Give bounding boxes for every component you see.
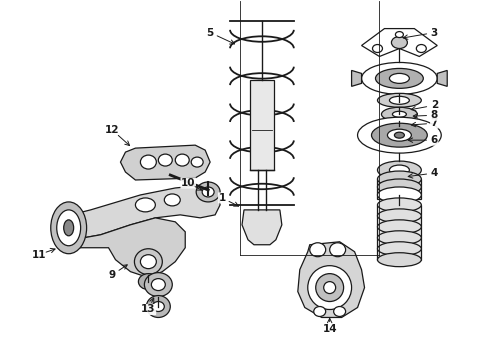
Ellipse shape bbox=[316, 274, 343, 302]
Ellipse shape bbox=[377, 231, 421, 245]
Ellipse shape bbox=[141, 155, 156, 169]
Text: 8: 8 bbox=[431, 110, 438, 120]
Ellipse shape bbox=[394, 132, 404, 138]
Ellipse shape bbox=[358, 117, 441, 153]
Ellipse shape bbox=[330, 243, 345, 257]
Text: 5: 5 bbox=[206, 28, 214, 37]
Ellipse shape bbox=[388, 129, 412, 141]
Ellipse shape bbox=[377, 161, 421, 179]
Text: 10: 10 bbox=[181, 178, 196, 188]
Polygon shape bbox=[352, 71, 362, 86]
Bar bbox=[250, 80, 274, 170]
Ellipse shape bbox=[191, 157, 203, 167]
Ellipse shape bbox=[310, 243, 326, 257]
Bar bbox=[377, 205, 421, 260]
Text: 2: 2 bbox=[431, 100, 438, 110]
Ellipse shape bbox=[377, 171, 421, 187]
Ellipse shape bbox=[372, 45, 383, 53]
Ellipse shape bbox=[196, 182, 220, 202]
Ellipse shape bbox=[135, 198, 155, 212]
Ellipse shape bbox=[164, 194, 180, 206]
Ellipse shape bbox=[334, 306, 345, 316]
Text: 7: 7 bbox=[431, 118, 438, 128]
Ellipse shape bbox=[377, 93, 421, 107]
Ellipse shape bbox=[147, 296, 171, 318]
Bar bbox=[377, 179, 421, 199]
Ellipse shape bbox=[202, 187, 214, 197]
Text: 1: 1 bbox=[219, 193, 226, 203]
Ellipse shape bbox=[158, 154, 172, 166]
Ellipse shape bbox=[64, 220, 74, 236]
Text: 4: 4 bbox=[431, 168, 438, 178]
Ellipse shape bbox=[145, 273, 172, 297]
Text: 6: 6 bbox=[431, 135, 438, 145]
Polygon shape bbox=[362, 28, 437, 57]
Text: 14: 14 bbox=[322, 324, 337, 334]
Text: 3: 3 bbox=[431, 28, 438, 37]
Ellipse shape bbox=[134, 249, 162, 275]
Text: 13: 13 bbox=[141, 305, 156, 315]
Text: 11: 11 bbox=[31, 250, 46, 260]
Ellipse shape bbox=[390, 73, 409, 84]
Ellipse shape bbox=[390, 165, 409, 175]
Text: 12: 12 bbox=[105, 125, 120, 135]
Ellipse shape bbox=[324, 282, 336, 293]
Ellipse shape bbox=[362, 62, 437, 94]
Ellipse shape bbox=[152, 302, 164, 311]
Ellipse shape bbox=[377, 179, 421, 195]
Polygon shape bbox=[71, 185, 220, 240]
Ellipse shape bbox=[308, 266, 352, 310]
Ellipse shape bbox=[392, 37, 407, 49]
Polygon shape bbox=[242, 210, 282, 245]
Ellipse shape bbox=[377, 242, 421, 256]
Ellipse shape bbox=[377, 209, 421, 223]
Ellipse shape bbox=[375, 68, 423, 88]
Ellipse shape bbox=[377, 220, 421, 234]
Ellipse shape bbox=[377, 198, 421, 212]
Ellipse shape bbox=[390, 96, 409, 104]
Ellipse shape bbox=[141, 255, 156, 269]
Ellipse shape bbox=[138, 274, 158, 289]
Text: 9: 9 bbox=[109, 270, 116, 280]
Ellipse shape bbox=[416, 45, 426, 53]
Ellipse shape bbox=[371, 123, 427, 147]
Ellipse shape bbox=[377, 187, 421, 203]
Ellipse shape bbox=[151, 279, 165, 291]
Ellipse shape bbox=[377, 253, 421, 267]
Ellipse shape bbox=[395, 32, 403, 37]
Ellipse shape bbox=[392, 111, 406, 117]
Ellipse shape bbox=[175, 154, 189, 166]
Polygon shape bbox=[73, 218, 185, 278]
Ellipse shape bbox=[57, 210, 81, 246]
Polygon shape bbox=[298, 242, 365, 318]
Ellipse shape bbox=[382, 107, 417, 121]
Ellipse shape bbox=[314, 306, 326, 316]
Ellipse shape bbox=[51, 202, 87, 254]
Polygon shape bbox=[121, 145, 210, 180]
Polygon shape bbox=[437, 71, 447, 86]
